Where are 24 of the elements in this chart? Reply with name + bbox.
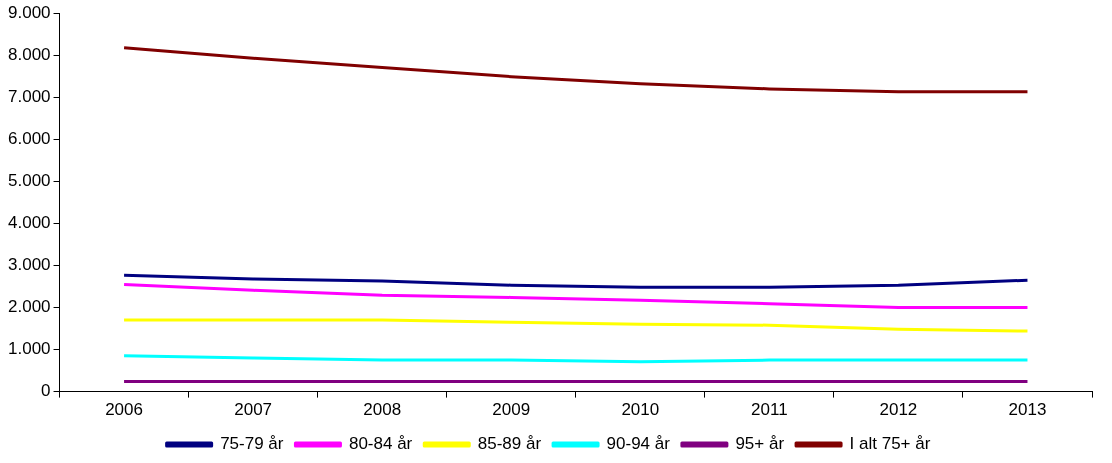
x-tick-label: 2009 [492,400,531,420]
y-tick-label: 1.000 [7,339,51,359]
x-tick-label: 2012 [879,400,918,420]
legend-label: 80-84 år [348,434,413,454]
legend-label: 95+ år [735,434,785,454]
y-tick-label: 3.000 [7,255,51,275]
x-tick-label: 2006 [105,400,143,420]
y-tick-label: 4.000 [7,213,51,233]
y-tick-label: 6.000 [7,129,51,149]
legend-label: 90-94 år [606,434,671,454]
legend-label: 85-89 år [477,434,542,454]
legend-label: 75-79 år [220,434,284,454]
x-tick-label: 2010 [621,400,660,420]
x-tick-label: 2011 [751,400,788,420]
y-tick-label: 8.000 [7,44,51,64]
y-tick-label: 7.000 [7,86,51,106]
x-tick-label: 2008 [363,400,402,420]
y-tick-label: 5.000 [7,171,51,191]
y-tick-label: 0 [41,381,51,401]
legend-label: I alt 75+ år [849,434,931,454]
y-tick-label: 2.000 [7,297,51,317]
x-tick-label: 2013 [1008,400,1047,420]
y-tick-label: 9.000 [7,2,51,22]
x-tick-label: 2007 [234,400,273,420]
